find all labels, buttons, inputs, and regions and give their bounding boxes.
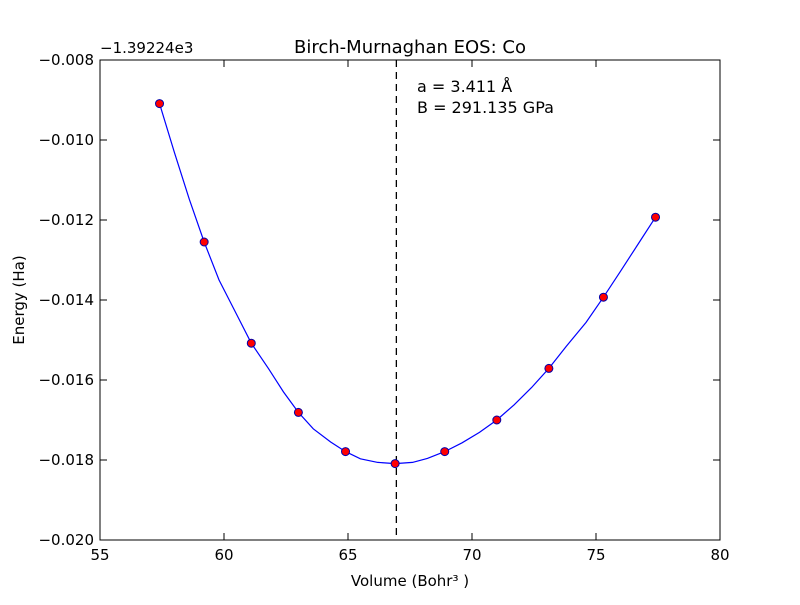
y-tick-label: −0.016 (38, 371, 94, 389)
annotation-bulk-modulus: B = 291.135 GPa (417, 98, 554, 117)
x-axis-title: Volume (Bohr³ ) (351, 572, 469, 590)
data-point (199, 237, 209, 247)
annotation-lattice-constant: a = 3.411 Å (417, 77, 512, 96)
data-point (390, 459, 400, 469)
chart-title: Birch-Murnaghan EOS: Co (294, 37, 526, 58)
x-tick-label: 70 (462, 546, 481, 564)
fit-curve (158, 103, 657, 465)
y-tick-label: −0.008 (38, 51, 94, 69)
x-tick-label: 65 (338, 546, 357, 564)
data-point (598, 292, 608, 302)
y-tick-label: −0.012 (38, 211, 94, 229)
y-offset-label: −1.39224e3 (100, 39, 193, 57)
x-tick-label: 80 (710, 546, 729, 564)
x-tick-label: 55 (90, 546, 109, 564)
data-point (341, 447, 351, 457)
data-point (440, 447, 450, 457)
plot-frame (99, 59, 721, 541)
x-tick-label: 60 (214, 546, 233, 564)
y-tick-label: −0.018 (38, 451, 94, 469)
plot-marks: 55 60 65 70 75 80 −0.020 −0.018 −0.016 −0.014 −0.0… (38, 51, 729, 564)
data-point (492, 415, 502, 425)
data-point (293, 407, 303, 417)
x-tick-label: 75 (586, 546, 605, 564)
data-point (544, 363, 554, 373)
data-point (155, 99, 165, 109)
data-point (651, 212, 661, 222)
annotation-group: a = 3.411 Å B = 291.135 GPa (417, 77, 554, 117)
data-point (246, 338, 256, 348)
y-tick-label: −0.014 (38, 291, 94, 309)
y-axis-title: Energy (Ha) (10, 255, 28, 344)
y-tick-label: −0.010 (38, 131, 94, 149)
y-tick-label: −0.020 (38, 531, 94, 549)
